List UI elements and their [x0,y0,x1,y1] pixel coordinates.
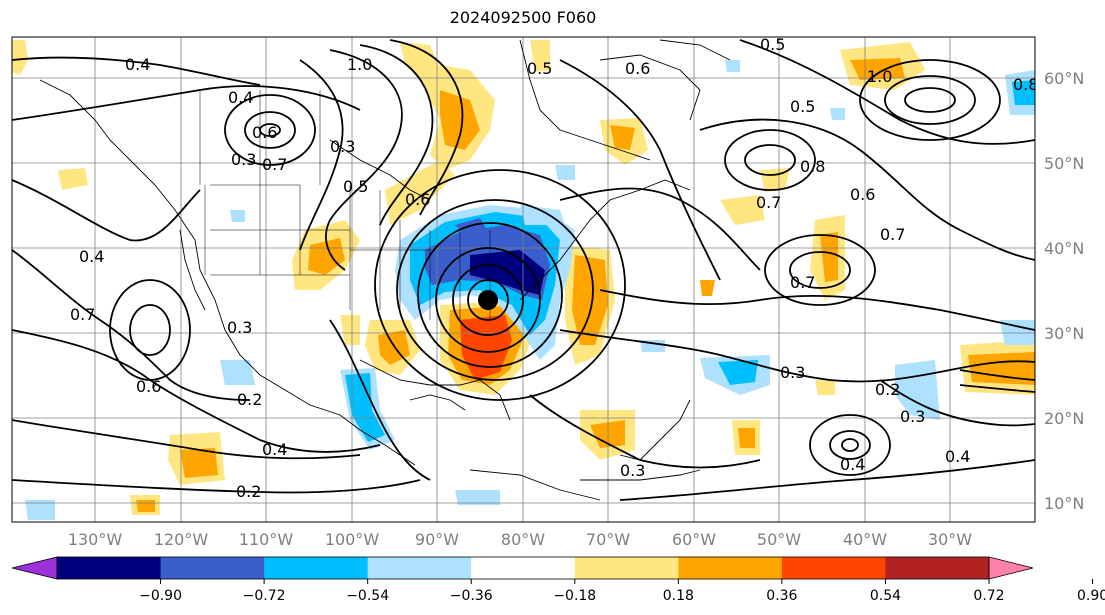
longitude-label: 40°W [843,530,887,549]
colorbar-swatch [471,557,576,579]
colorbar-tick-label: −0.36 [450,588,493,604]
latitude-label: 40°N [1044,239,1084,258]
colorbar-tick-label: −0.54 [346,588,389,604]
contour-label: 0.6 [625,59,650,78]
longitude-label: 120°W [154,530,209,549]
contour-label: 0.3 [620,461,645,480]
colorbar-over-arrow [988,556,1034,580]
state-borders [199,90,491,320]
storm-center-marker [478,290,498,310]
contour-label: 0.3 [330,137,355,156]
contour-label: 0.5 [790,97,815,116]
colorbar-swatch [885,557,990,579]
colorbar-tick-labels: −0.90 −0.72 −0.54 −0.36 −0.18 0.18 0.36 … [139,588,1105,604]
colorbar-tick-label: 0.36 [766,588,797,604]
contour-label: 0.2 [236,482,261,501]
longitude-label: 80°W [501,530,545,549]
colorbar-tick-label: 0.72 [973,588,1004,604]
colorbar-frame [56,556,990,580]
contour-label: 0.4 [125,55,150,74]
contour-label: 0.3 [227,318,252,337]
colorbar-tick-label: 0.90 [1077,588,1105,604]
contour-label: 0.7 [262,155,287,174]
contour-label-group: 0.4 0.4 1.0 0.2 0.6 0.5 0.6 1.0 0.5 0.3 … [70,35,1038,501]
coastlines [39,39,731,501]
contour-label: 0.7 [70,305,95,324]
contour-label: 0.7 [880,225,905,244]
contour-label: 0.8 [800,157,825,176]
longitude-labels: 130°W 120°W 110°W 100°W 90°W 80°W 70°W 6… [68,530,972,549]
latitude-label: 60°N [1044,69,1084,88]
map-frame [11,36,1036,523]
contour-label: 0.5 [343,177,368,196]
contour-label: 0.4 [840,455,865,474]
longitude-label: 30°W [928,530,972,549]
latitude-label: 30°N [1044,324,1084,343]
colorbar-under-arrow [11,556,58,580]
longitude-label: 60°W [672,530,716,549]
contour-label: 0.7 [756,193,781,212]
colorbar-swatch [160,557,265,579]
longitude-label: 70°W [586,530,630,549]
graticule [12,37,1035,522]
contour-label: 0.3 [231,150,256,169]
contour-label: 0.6 [136,377,161,396]
contour-label: 0.3 [780,363,805,382]
colorbar-swatch [264,557,369,579]
contour-label: 0.2 [237,390,262,409]
shaded-field [12,40,1035,520]
contour-label: 1.0 [347,55,372,74]
colorbar: −0.90 −0.72 −0.54 −0.36 −0.18 0.18 0.36 … [11,556,1105,604]
colorbar-tick-label: 0.18 [663,588,694,604]
latitude-label: 20°N [1044,409,1084,428]
colorbar-swatches [11,556,1094,584]
contour-label: 0.4 [262,440,287,459]
latitude-label: 50°N [1044,154,1084,173]
contour-label: 0.8 [1013,75,1038,94]
longitude-label: 110°W [239,530,294,549]
colorbar-tick-label: −0.18 [553,588,596,604]
colorbar-swatch [781,557,886,579]
latitude-labels: 60°N 50°N 40°N 30°N 20°N 10°N [1044,69,1084,513]
colorbar-tick-label: −0.72 [243,588,286,604]
longitude-label: 100°W [325,530,380,549]
contour-label: 1.0 [867,67,892,86]
contour-label: 0.4 [228,88,253,107]
contour-label: 0.6 [850,185,875,204]
colorbar-swatch [574,557,679,579]
contour-label: 0.4 [945,447,970,466]
map-title: 2024092500 F060 [449,8,597,27]
contour-label: 0.2 [875,380,900,399]
contour-label: 0.5 [527,59,552,78]
map-content: 0.4 0.4 1.0 0.2 0.6 0.5 0.6 1.0 0.5 0.3 … [12,35,1038,522]
latitude-label: 10°N [1044,494,1084,513]
contour-label: 0.5 [760,35,785,54]
contour-label: 0.6 [405,190,430,209]
longitude-label: 50°W [757,530,801,549]
colorbar-swatch [57,557,162,579]
contour-label: 0.7 [790,273,815,292]
contour-label: 0.6 [252,123,277,142]
contour-label: 0.3 [900,407,925,426]
colorbar-tick-label: 0.54 [870,588,901,604]
colorbar-tick-label: −0.90 [139,588,182,604]
colorbar-swatch [678,557,783,579]
contour-lines [12,39,1035,501]
longitude-label: 130°W [68,530,123,549]
colorbar-swatch [367,557,472,579]
contour-label: 0.4 [79,247,104,266]
longitude-label: 90°W [415,530,459,549]
